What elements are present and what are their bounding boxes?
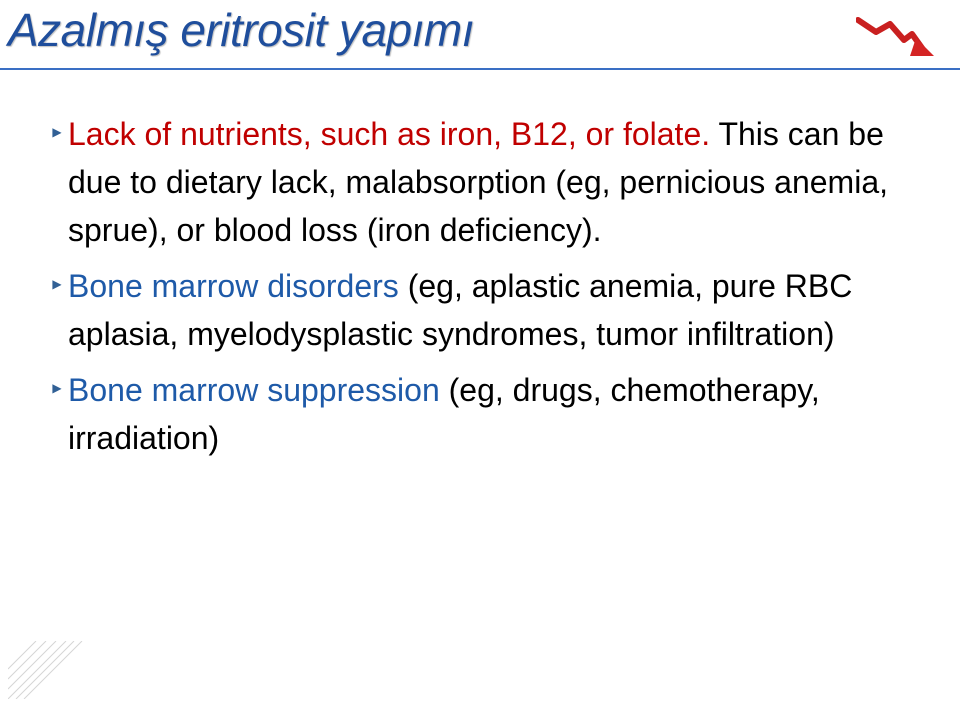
slide: Azalmış eritrosit yapımı ▶Lack of nutrie… xyxy=(0,0,960,707)
bullet-text: Bone marrow suppression (eg, drugs, chem… xyxy=(68,366,914,462)
bullet-item: ▶Lack of nutrients, such as iron, B12, o… xyxy=(46,110,914,254)
text-span: Lack of nutrients, such as iron, B12, or… xyxy=(68,116,718,152)
corner-hatching-icon xyxy=(8,641,88,699)
bullet-text: Lack of nutrients, such as iron, B12, or… xyxy=(68,110,914,254)
bullet-marker-icon: ▶ xyxy=(46,110,68,154)
title-bar: Azalmış eritrosit yapımı xyxy=(0,0,960,54)
bullet-marker-icon: ▶ xyxy=(46,262,68,306)
arrow-shaft xyxy=(858,20,922,48)
bullet-item: ▶Bone marrow suppression (eg, drugs, che… xyxy=(46,366,914,462)
slide-title: Azalmış eritrosit yapımı xyxy=(8,6,474,54)
bullet-text: Bone marrow disorders (eg, aplastic anem… xyxy=(68,262,914,358)
text-span: Bone marrow suppression xyxy=(68,372,449,408)
down-arrow-icon xyxy=(856,14,934,60)
content-area: ▶Lack of nutrients, such as iron, B12, o… xyxy=(46,110,914,470)
bullet-item: ▶Bone marrow disorders (eg, aplastic ane… xyxy=(46,262,914,358)
bullet-marker-icon: ▶ xyxy=(46,366,68,410)
title-underline xyxy=(0,68,960,70)
text-span: Bone marrow disorders xyxy=(68,268,408,304)
